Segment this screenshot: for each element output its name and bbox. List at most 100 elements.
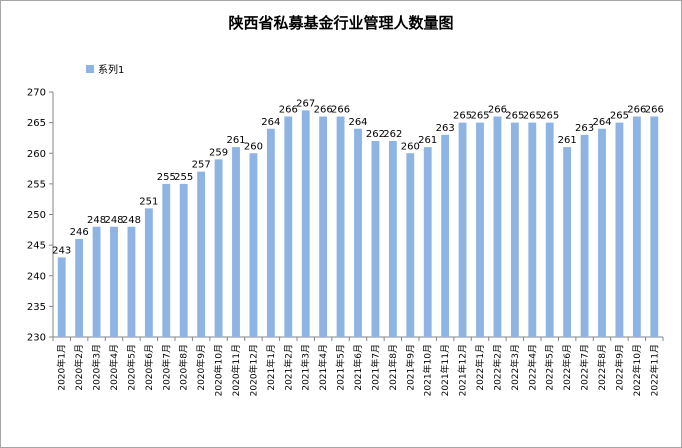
x-tick-label: 2021年8月 [387,344,399,391]
data-labels: 2432462482482482512552552572592612602642… [52,98,664,256]
chart-title: 陕西省私募基金行业管理人数量图 [228,14,453,32]
data-label: 260 [244,141,263,152]
bar [632,116,641,337]
bar [197,171,206,337]
data-label: 260 [401,141,420,152]
x-tick-label: 2022年4月 [526,344,538,391]
bar [301,110,310,337]
bar [510,122,519,337]
bars [57,110,659,337]
data-label: 266 [314,105,333,116]
bar [458,122,467,337]
bar [598,128,606,337]
bar [57,257,66,337]
data-label: 248 [104,215,123,226]
bar [354,128,362,337]
y-tick-label: 260 [27,149,46,160]
x-tick-label: 2020年8月 [178,344,190,391]
y-tick-label: 245 [27,241,46,252]
x-tick-label: 2021年7月 [369,344,381,391]
bar [650,116,659,337]
x-tick-label: 2020年6月 [143,344,155,391]
data-label: 265 [540,111,559,122]
bar [266,128,275,337]
x-tick-label: 2021年9月 [404,344,416,391]
bar [110,226,118,337]
bar [232,147,240,337]
data-label: 266 [279,105,298,116]
legend: 系列1 [86,63,124,76]
data-label: 265 [453,111,472,122]
x-tick-label: 2021年5月 [335,344,347,391]
x-tick-label: 2022年3月 [509,344,521,391]
axes: 230 235 240 245 250 255 260 265 270 [27,88,664,344]
x-tick-label: 2021年3月 [300,344,312,391]
data-label: 266 [645,105,664,116]
bar [127,226,136,337]
x-tick-label: 2022年1月 [474,344,486,391]
bar [545,122,554,337]
bar [214,159,223,337]
bar [493,116,502,337]
x-tick-label: 2022年10月 [631,344,643,396]
bar [423,147,432,337]
data-label: 267 [296,98,315,109]
x-tick-label: 2021年10月 [422,344,434,396]
data-label: 266 [627,105,646,116]
x-tick-label: 2022年9月 [613,344,625,391]
bar [615,122,624,337]
bar [284,116,293,337]
data-label: 264 [592,117,611,128]
bar [371,141,380,337]
data-label: 264 [348,117,367,128]
data-label: 248 [122,215,141,226]
y-tick-label: 240 [27,271,46,282]
data-label: 266 [331,105,350,116]
data-label: 265 [523,111,542,122]
bar [406,153,415,337]
data-label: 259 [209,147,228,158]
x-tick-label: 2022年2月 [491,344,503,391]
data-label: 262 [366,129,385,140]
data-label: 264 [261,117,280,128]
bar [580,134,589,337]
data-label: 246 [70,227,89,238]
data-label: 265 [470,111,489,122]
data-label: 255 [174,172,193,183]
y-tick-label: 265 [27,118,46,129]
data-label: 257 [192,160,211,171]
data-label: 263 [436,123,455,134]
x-tick-label: 2022年6月 [561,344,573,391]
data-label: 266 [488,105,507,116]
bar [162,183,171,337]
x-tick-label: 2021年2月 [282,344,294,391]
bar [179,183,188,337]
data-label: 255 [157,172,176,183]
x-tick-label: 2022年5月 [544,344,556,391]
x-tick-label: 2020年2月 [73,344,85,391]
bar [319,116,328,337]
x-tick-label: 2021年4月 [317,344,329,391]
data-label: 263 [575,123,594,134]
x-tick-label: 2020年11月 [230,344,242,396]
data-label: 261 [558,135,577,146]
y-tick-label: 250 [27,210,46,221]
data-label: 265 [505,111,524,122]
bar [336,116,345,337]
data-label: 261 [226,135,245,146]
y-tick-label: 235 [27,302,46,313]
y-tick-label: 255 [27,179,46,190]
y-tick-label: 230 [27,333,46,344]
x-tick-label: 2022年7月 [579,344,591,391]
bar [92,226,101,337]
bar [144,208,153,337]
data-label: 243 [52,245,71,256]
x-tick-label: 2021年6月 [352,344,364,391]
x-tick-label: 2021年1月 [265,344,277,391]
data-label: 251 [139,196,158,207]
x-tick-label: 2020年12月 [247,344,259,396]
x-tick-label: 2020年10月 [213,344,225,396]
x-tick-label: 2022年8月 [596,344,608,391]
x-tick-label: 2020年9月 [195,344,207,391]
legend-swatch [86,65,94,73]
